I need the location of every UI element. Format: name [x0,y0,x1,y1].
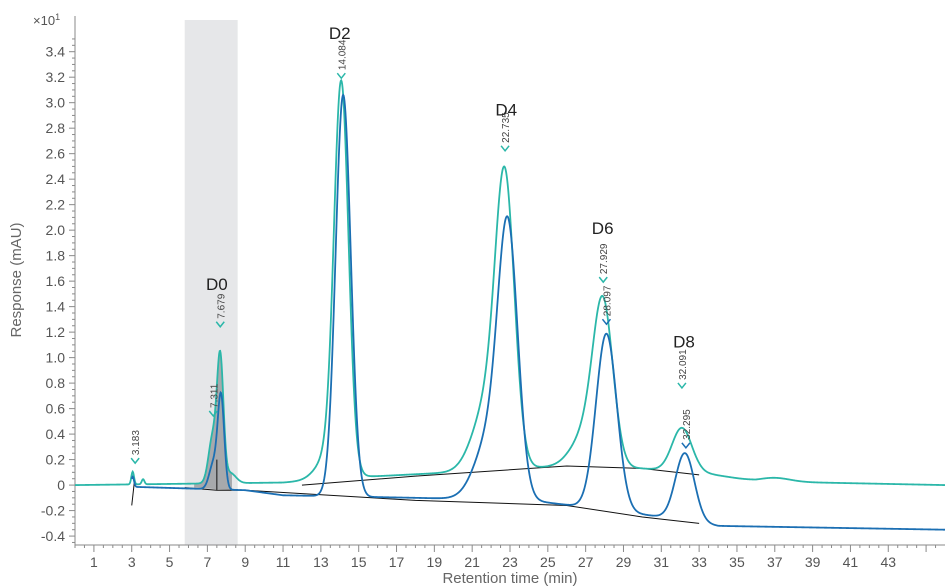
x-tick-label: 15 [351,554,367,570]
series-blue-trace [130,93,945,531]
integration-baseline [301,465,700,486]
retention-time-label: 7.311 [209,383,220,408]
x-tick-label: 43 [880,554,896,570]
y-tick-label: 1.8 [46,248,66,264]
y-tick-label: 2.2 [46,197,66,213]
x-tick-label: 41 [843,554,859,570]
peak-apex-marker [598,276,608,284]
retention-time-label: 3.183 [131,430,142,455]
peak-markers-layer: 3.183 7.311 7.679 14.084 22.735 27.929 28.097 3… [130,39,693,465]
retention-time-label: 22.735 [501,112,512,143]
series-layer [74,78,945,531]
y-tick-label: 0 [57,477,65,493]
y-tick-label: 0.2 [46,452,66,468]
peak-apex-marker [208,410,218,418]
x-tick-label: 35 [729,554,745,570]
peak-name-label: D4 [495,100,517,119]
peak-apex-marker [601,318,612,326]
x-tick-label: 13 [313,554,329,570]
y-tick-label: 0.6 [46,401,66,417]
retention-time-label: 32.295 [682,409,693,440]
x-tick-label: 9 [241,554,249,570]
y-tick-label: 3.0 [46,95,66,111]
retention-time-label: 28.097 [602,285,613,316]
y-tick-label: -0.2 [41,503,65,519]
x-tick-label: 23 [502,554,518,570]
y-tick-label: -0.4 [41,528,65,544]
peak-name-label: D2 [329,24,351,43]
x-tick-label: 39 [805,554,821,570]
x-tick-label: 19 [427,554,443,570]
y-tick-label: 0.8 [46,375,66,391]
y-tick-label: 3.2 [46,69,66,85]
x-tick-label: 17 [389,554,405,570]
x-tick-label: 27 [578,554,594,570]
x-axis-title: Retention time (min) [442,570,577,587]
y-tick-label: 2.6 [46,146,66,162]
retention-time-label: 27.929 [599,243,610,274]
x-tick-label: 31 [654,554,670,570]
y-tick-label: 2.4 [46,171,66,187]
series-teal-trace [74,78,945,486]
peak-labels-layer: D0 D2 D4 D6 D8 [206,24,695,351]
y-axis-title: Response (mAU) [8,222,25,337]
y-exponent-label: ×101 [33,12,60,28]
axes-layer: ×101 Retention time (min) Response (mAU)… [8,12,945,587]
y-tick-label: 1.4 [46,299,66,315]
peak-apex-marker [500,145,510,153]
x-tick-label: 1 [90,554,98,570]
peak-name-label: D6 [592,219,614,238]
x-tick-label: 5 [166,554,174,570]
peak-name-label: D8 [673,332,695,351]
x-tick-label: 3 [128,554,136,570]
peak-apex-marker [215,321,225,328]
y-tick-label: 1.6 [46,273,66,289]
y-tick-label: 1.0 [46,350,66,366]
peak-apex-marker [130,457,140,465]
peak-apex-marker [677,382,687,390]
peak-apex-marker [681,442,691,450]
peak-apex-marker [336,72,346,80]
retention-time-label: 14.084 [337,39,348,70]
y-tick-label: 1.2 [46,324,66,340]
x-tick-label: 25 [540,554,556,570]
peak-name-label: D0 [206,275,228,294]
x-tick-label: 11 [276,554,291,570]
x-tick-label: 21 [464,554,480,570]
x-tick-label: 29 [616,554,632,570]
y-tick-label: 2.0 [46,222,66,238]
y-tick-label: 2.8 [46,120,66,136]
y-tick-label: 3.4 [46,44,66,60]
x-tick-label: 37 [767,554,783,570]
y-tick-label: 0.4 [46,426,66,442]
retention-time-label: 7.679 [216,293,227,318]
x-tick-label: 7 [203,554,211,570]
retention-time-label: 32.091 [678,349,689,380]
x-tick-label: 33 [691,554,707,570]
